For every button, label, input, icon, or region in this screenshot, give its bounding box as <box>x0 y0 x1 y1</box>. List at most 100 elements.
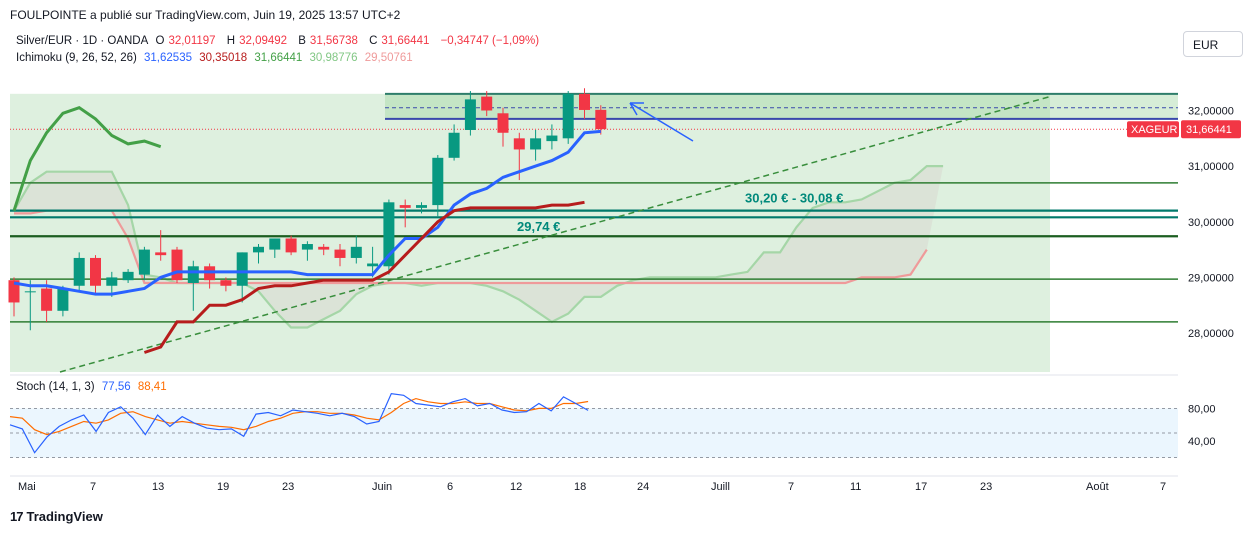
time-tick: 11 <box>850 481 861 493</box>
candle-body[interactable] <box>155 252 167 256</box>
candle-body[interactable] <box>334 249 346 258</box>
stoch-label: Stoch (14, 1, 3) <box>16 381 95 393</box>
candle-body[interactable] <box>171 249 183 281</box>
candle-body[interactable] <box>285 238 297 253</box>
stoch-tick: 80,00 <box>1188 403 1216 415</box>
candle-body[interactable] <box>383 202 395 267</box>
candle-body[interactable] <box>8 280 20 303</box>
close-value: 31,66441 <box>381 35 430 47</box>
price-tick: 28,00000 <box>1188 328 1234 340</box>
stoch-d-value: 88,41 <box>137 381 167 393</box>
time-tick: 19 <box>217 481 229 493</box>
time-tick: 7 <box>90 481 96 493</box>
price-tick: 31,00000 <box>1188 161 1234 173</box>
candle-body[interactable] <box>24 291 36 293</box>
time-tick: 12 <box>510 481 522 493</box>
open-value: 32,01197 <box>168 35 216 47</box>
candle-body[interactable] <box>220 280 232 286</box>
candle-body[interactable] <box>432 157 444 206</box>
kijun-sen-line <box>143 200 585 354</box>
time-tick: 6 <box>447 481 453 493</box>
stoch-tick: 40,00 <box>1188 436 1216 448</box>
price-tag: 31,66441 <box>1186 124 1232 136</box>
price-tag-bg <box>1181 120 1241 139</box>
candle-body[interactable] <box>269 238 281 250</box>
time-tick: 23 <box>282 481 294 493</box>
change-value: −0,34747 (−1,09%) <box>440 35 540 47</box>
candle-body[interactable] <box>579 93 590 110</box>
stoch-k-value: 77,56 <box>101 381 131 393</box>
candle-body[interactable] <box>187 266 199 283</box>
price-tick: 29,00000 <box>1188 272 1234 284</box>
candle-body[interactable] <box>350 246 362 258</box>
candle-body[interactable] <box>367 263 379 267</box>
candle-body[interactable] <box>138 249 150 275</box>
senkou-span-a-line <box>13 165 944 329</box>
candle-body[interactable] <box>562 93 574 139</box>
candle-body[interactable] <box>318 246 330 250</box>
candle-body[interactable] <box>57 288 69 311</box>
candle-body[interactable] <box>448 132 460 158</box>
ichimoku-legend[interactable]: Ichimoku (9, 26, 52, 26) 31,62535 30,350… <box>16 52 417 64</box>
candle-body[interactable] <box>73 257 85 286</box>
ichimoku-kijun-value: 30,35018 <box>199 52 248 64</box>
candle-body[interactable] <box>497 113 509 133</box>
candle-body[interactable] <box>464 99 476 130</box>
time-tick: 7 <box>1160 481 1166 493</box>
time-tick: 17 <box>915 481 927 493</box>
candle-body[interactable] <box>513 138 525 150</box>
candle-body[interactable] <box>481 96 493 111</box>
price-tick: 30,00000 <box>1188 217 1234 229</box>
symbol-tag: XAGEUR <box>1131 124 1178 136</box>
high-value: 32,09492 <box>239 35 288 47</box>
candle-body[interactable] <box>301 244 313 250</box>
price-tick: 32,00000 <box>1188 106 1234 118</box>
level-label: 29,74 € <box>517 219 560 234</box>
ichimoku-chikou-value: 31,66441 <box>254 52 303 64</box>
symbol-tag-bg <box>1127 121 1179 138</box>
tenkan-sen-line <box>13 129 601 296</box>
chikou-span-line <box>12 106 162 212</box>
time-tick: 23 <box>980 481 992 493</box>
ichimoku-tenkan-value: 31,62535 <box>144 52 192 64</box>
trend-line <box>59 95 1051 373</box>
candle-body[interactable] <box>530 138 542 150</box>
publisher-line: FOULPOINTE a publié sur TradingView.com,… <box>10 8 401 22</box>
arrow-shaft <box>629 102 694 142</box>
brand-label: TradingView <box>26 509 103 524</box>
ichimoku-spana-value: 30,98776 <box>309 52 358 64</box>
low-value: 31,56738 <box>309 35 358 47</box>
open-label: O <box>155 35 165 47</box>
main-legend: Silver/EUR · 1D · OANDA O 32,01197 H 32,09… <box>16 35 543 47</box>
ichimoku-label: Ichimoku (9, 26, 52, 26) <box>16 52 137 64</box>
high-label: H <box>226 35 236 47</box>
zone-label: 30,20 € - 30,08 € <box>745 190 843 205</box>
time-tick: 13 <box>152 481 164 493</box>
senkou-span-b-line <box>14 209 928 285</box>
time-tick: Août <box>1086 481 1109 493</box>
candle-body[interactable] <box>90 257 101 286</box>
candle-body[interactable] <box>106 277 118 286</box>
tradingview-brand[interactable]: 17 TradingView <box>10 509 103 524</box>
candle-body[interactable] <box>122 271 134 281</box>
symbol-label[interactable]: Silver/EUR · 1D · OANDA <box>16 35 149 47</box>
stoch-legend[interactable]: Stoch (14, 1, 3) 77,56 88,41 <box>16 381 171 393</box>
shaded-zone <box>10 93 1050 373</box>
candle-body[interactable] <box>416 205 427 208</box>
arrow-head-icon <box>629 102 644 116</box>
candle-body[interactable] <box>236 252 248 286</box>
candle-body[interactable] <box>41 288 53 311</box>
time-tick: Juin <box>372 481 392 493</box>
time-tick: 24 <box>637 481 649 493</box>
close-label: C <box>369 35 378 47</box>
low-label: B <box>298 35 306 47</box>
candle-body[interactable] <box>595 109 607 130</box>
time-tick: Juill <box>711 481 730 493</box>
currency-button[interactable]: EUR <box>1183 31 1243 57</box>
candle-body[interactable] <box>399 205 411 208</box>
stoch-k-line <box>9 392 589 454</box>
candle-body[interactable] <box>546 135 558 142</box>
candle-body[interactable] <box>253 246 264 253</box>
ichimoku-spanb-value: 29,50761 <box>364 52 413 64</box>
